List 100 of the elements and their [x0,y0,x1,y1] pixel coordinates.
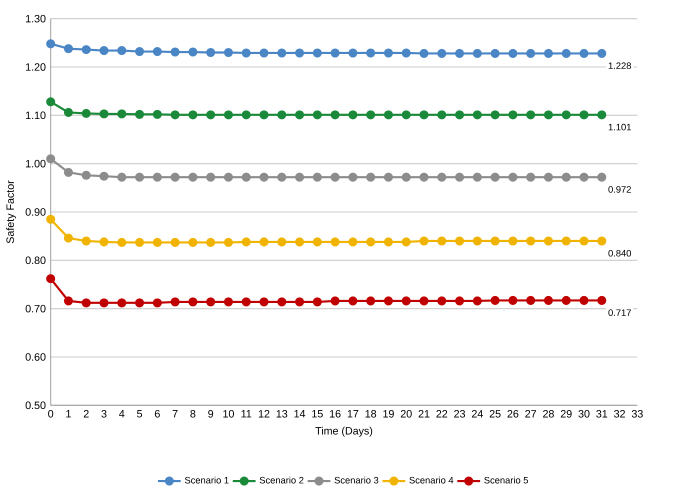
point [597,110,606,120]
x-tick-label: 6 [154,410,160,418]
point [579,110,589,120]
x-tick-label: 31 [596,410,608,418]
legend-label: Scenario 1 [184,476,229,484]
x-tick-label: 0 [48,410,54,418]
point [46,214,56,224]
point [277,110,286,120]
point [170,110,180,120]
x-tick-label: 24 [472,410,483,418]
x-tick-label: 28 [543,410,554,418]
y-axis-title: Safety Factor [6,180,16,244]
point [117,238,126,248]
point [312,48,322,58]
point [579,49,589,58]
point [366,48,376,58]
point [437,236,446,246]
y-tick-label: 1.00 [26,160,46,168]
point [170,297,180,307]
point [224,110,233,120]
x-tick-label: 3 [101,410,106,418]
x-tick-label: 25 [490,410,501,418]
point [188,48,198,57]
point [366,110,376,120]
x-tick-label: 22 [436,410,448,418]
point [330,296,340,306]
legend-label: Scenario 4 [409,476,454,484]
x-tick-label: 5 [137,410,142,418]
point [242,110,251,120]
point [348,48,358,58]
point [259,297,269,307]
point [526,110,536,120]
point [544,296,553,306]
point [526,49,536,58]
point [206,297,216,307]
point [366,296,376,306]
x-tick-label: 9 [208,410,214,418]
x-tick-label: 27 [525,410,536,418]
point [419,172,429,182]
point [46,39,56,48]
x-tick-label: 30 [578,410,590,418]
point [152,238,162,248]
point [508,172,518,182]
point [46,97,56,106]
point [99,109,109,119]
point [402,238,411,247]
point [526,236,536,246]
legend-label: Scenario 3 [334,476,378,484]
x-tick-label: 16 [330,410,341,418]
x-tick-label: 8 [190,410,196,418]
point [152,298,162,308]
point [526,172,536,182]
x-tick-label: 17 [348,410,358,418]
point [579,172,589,182]
point [579,296,589,306]
point [455,172,464,182]
point [82,298,91,308]
point [526,296,536,306]
point [544,49,553,58]
point [472,236,482,246]
point [348,110,358,120]
y-tick-label: 1.30 [26,15,46,23]
point [402,172,411,182]
point [206,48,216,58]
point [508,296,518,306]
point [419,296,429,306]
point [117,298,126,308]
point [562,236,571,246]
point [419,110,429,120]
annotation: 0.717 [608,310,631,316]
point [64,108,73,118]
point [508,110,518,120]
point [366,172,376,182]
point [295,238,304,247]
y-tick-label: 1.10 [26,112,46,120]
x-tick-label: 15 [312,410,323,418]
x-tick-label: 13 [276,410,288,418]
x-tick-label: 18 [366,410,376,418]
point [170,172,180,182]
point [348,296,358,306]
point [490,110,500,120]
point [402,296,411,306]
point [206,172,216,182]
point [135,110,144,120]
point [562,49,571,58]
point [46,154,56,164]
point [82,236,91,246]
point [384,48,393,58]
point [295,297,304,307]
x-tick-label: 7 [172,410,178,418]
x-tick-label: 4 [119,410,124,418]
point [384,172,393,182]
point [544,172,553,182]
point [579,236,589,246]
point [224,48,233,58]
point [437,49,446,58]
point [472,296,482,306]
point [384,296,393,306]
x-tick-label: 21 [418,410,430,418]
point [135,238,144,248]
